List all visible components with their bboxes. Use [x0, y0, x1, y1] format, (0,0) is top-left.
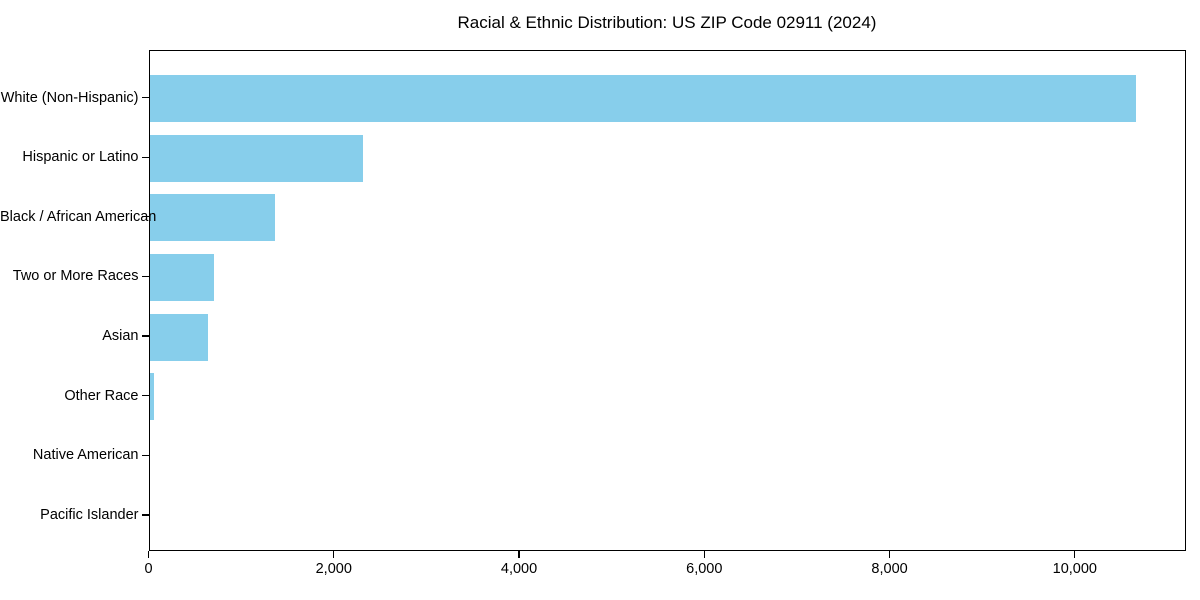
y-axis-tick: [141, 395, 149, 397]
category-label: Other Race: [64, 387, 139, 404]
x-axis-tick: [1074, 551, 1076, 558]
category-label: Two or More Races: [12, 268, 139, 285]
x-axis-tick-label: 6,000: [686, 561, 723, 577]
category-label: Hispanic or Latino: [22, 149, 139, 166]
plot-area: [148, 49, 1186, 551]
x-axis-tick: [333, 551, 335, 558]
bar: [149, 194, 275, 242]
bar: [149, 134, 363, 182]
category-label: Native American: [32, 447, 139, 464]
y-axis-tick: [141, 454, 149, 457]
y-axis-tick: [141, 156, 149, 158]
x-axis-tick: [518, 551, 520, 558]
x-axis-tick: [703, 551, 705, 558]
x-axis-tick-label: 0: [144, 561, 153, 577]
y-axis-tick: [141, 216, 149, 218]
y-axis-tick: [141, 96, 149, 99]
x-axis-tick-label: 10,000: [1052, 561, 1098, 577]
category-label: Asian: [102, 328, 139, 345]
bar: [149, 313, 208, 361]
chart-title: Racial & Ethnic Distribution: US ZIP Cod…: [457, 13, 877, 32]
category-label: White (Non-Hispanic): [0, 89, 139, 106]
y-axis-tick: [141, 275, 149, 278]
category-label: Black / African American: [0, 208, 157, 225]
bar: [149, 373, 155, 421]
bar: [149, 253, 215, 301]
bar: [149, 75, 1137, 122]
y-axis-tick: [141, 514, 149, 516]
x-axis-tick: [147, 551, 150, 558]
x-axis-tick-label: 8,000: [871, 561, 908, 577]
x-axis-tick-label: 2,000: [315, 561, 352, 577]
x-axis-tick-label: 4,000: [500, 561, 538, 577]
y-axis-tick: [141, 335, 149, 337]
category-label: Pacific Islander: [40, 507, 139, 524]
x-axis-tick: [888, 551, 891, 558]
